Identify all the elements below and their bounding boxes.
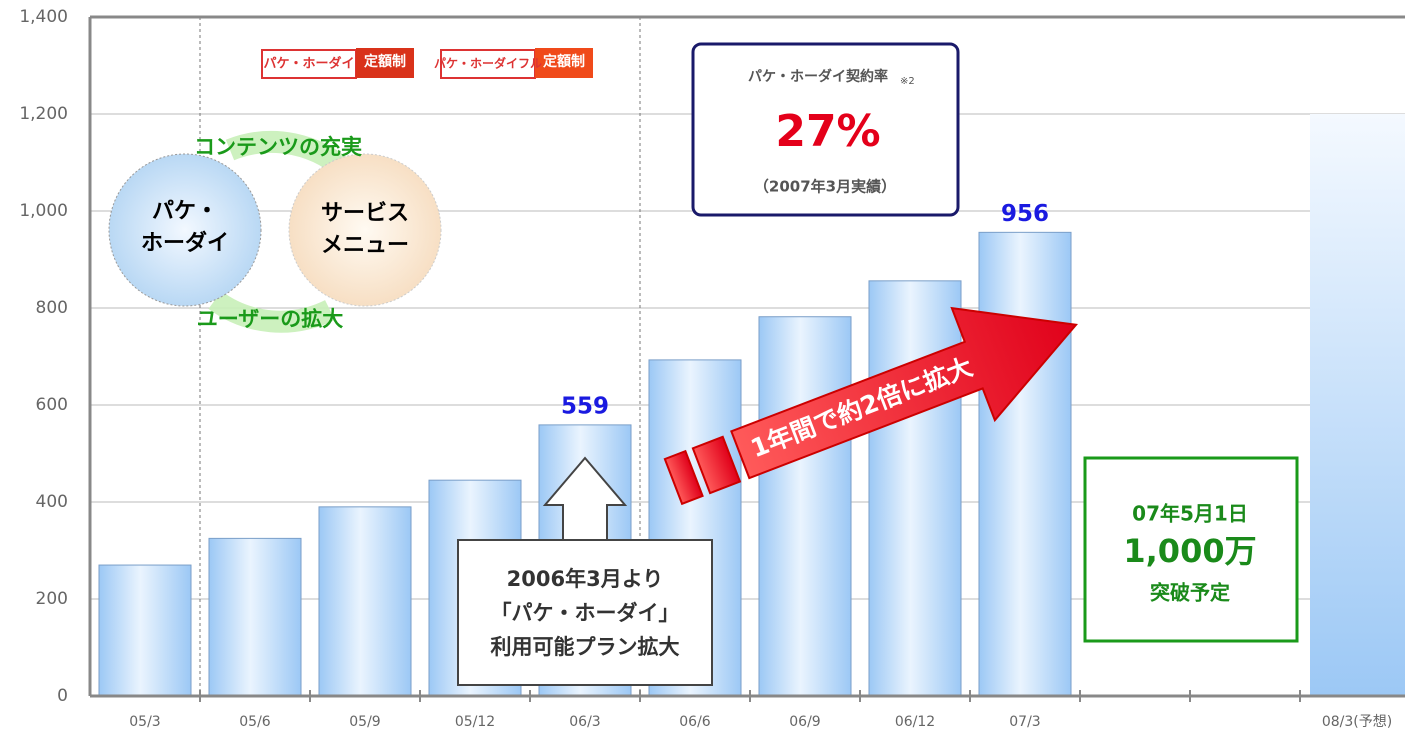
milestone-text: 1,000万 [1123,532,1256,570]
rate-value: 27% [775,106,880,157]
x-tick-label: 05/3 [129,714,160,730]
milestone-text: 07年5月1日 [1132,502,1248,526]
callout-text: 2006年3月より [507,567,664,591]
circle-text: ホーダイ [141,230,229,256]
bar [758,316,852,697]
logo-text: パケ・ホーダイフル [434,56,542,71]
y-tick-label: 600 [36,395,68,415]
x-tick-label: 05/12 [455,714,495,730]
x-tick-label: 05/9 [349,714,380,730]
y-tick-label: 800 [36,298,68,318]
rate-note: ※2 [900,76,915,87]
y-tick-label: 200 [36,589,68,609]
milestone-box: 07年5月1日 1,000万 突破予定 [1083,456,1299,643]
bar [978,231,1072,697]
x-tick-label: 07/3 [1009,714,1040,730]
circle-text: サービス [321,201,409,226]
rate-box: パケ・ホーダイ契約率 ※2 27% （2007年3月実績） [691,42,960,217]
y-tick-label: 0 [57,686,68,706]
value-label: 956 [1001,201,1049,227]
bar [208,537,302,697]
bar [868,280,962,697]
y-tick-label: 1,400 [19,7,68,27]
callout-text: 利用可能プラン拡大 [491,635,680,659]
x-tick-label: 05/6 [239,714,271,730]
y-tick-label: 1,000 [19,201,68,221]
bar [1310,114,1405,696]
logo-text: 定額制 [364,53,406,70]
logo-text: パケ・ホーダイ [263,56,354,72]
value-label: 559 [561,393,609,419]
x-tick-label: 06/6 [679,714,711,730]
x-tick-label: 06/3 [569,714,600,730]
x-tick-label: 06/9 [789,714,820,730]
callout: 2006年3月より 「パケ・ホーダイ」 利用可能プラン拡大 [457,456,713,686]
circle-text: パケ・ [152,199,218,224]
x-tick-label: 06/12 [895,714,935,730]
y-tick-label: 400 [36,492,68,512]
callout-text: 「パケ・ホーダイ」 [491,601,680,625]
logo: パケ・ホーダイ 定額制 パケ・ホーダイフル 定額制 [261,48,593,79]
rate-title: パケ・ホーダイ契約率 [748,68,888,85]
milestone-text: 突破予定 [1150,581,1230,605]
y-tick-label: 1,200 [19,104,68,124]
cycle-diagram: パケ・ ホーダイ サービス メニュー コンテンツの充実 ユーザーの拡大 [108,130,442,333]
cycle-label: ユーザーの拡大 [197,307,344,331]
cycle-label: コンテンツの充実 [194,135,362,159]
x-tick-label: 08/3(予想) [1322,714,1392,730]
rate-period: （2007年3月実績） [754,178,896,196]
circle-text: メニュー [321,233,409,258]
bar [98,564,192,697]
logo-text: 定額制 [543,53,585,70]
bar [318,506,412,697]
